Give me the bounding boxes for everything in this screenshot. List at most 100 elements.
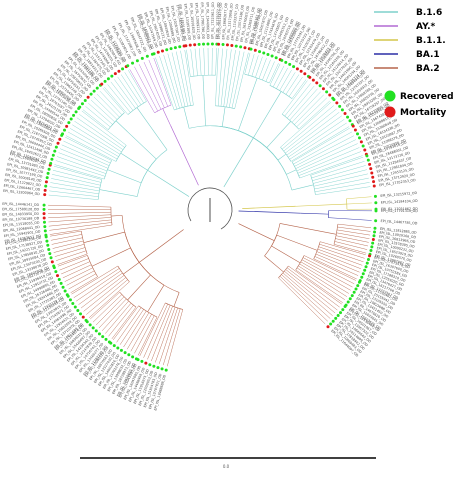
tip-branch xyxy=(191,49,194,76)
clade-arc xyxy=(264,241,274,256)
mortality-dot xyxy=(43,193,46,196)
tip-label: EPI_ISL_13215972_OD xyxy=(380,191,417,198)
recovered-dot xyxy=(107,77,110,80)
recovered-dot xyxy=(101,335,104,338)
mortality-dot xyxy=(254,49,257,52)
mortality-dot xyxy=(43,212,46,215)
tip-branch xyxy=(53,241,84,249)
mortality-dot xyxy=(372,238,375,241)
recovered-dot xyxy=(288,63,291,66)
tip-branch xyxy=(215,48,218,106)
mortality-dot xyxy=(58,138,61,141)
tip-branch xyxy=(281,275,330,319)
recovered-dot xyxy=(121,67,124,70)
recovered-dot xyxy=(63,129,66,132)
subclade-stem xyxy=(280,223,336,234)
tip-branch xyxy=(298,147,360,173)
recovered-dot xyxy=(365,154,368,157)
recovered-dot xyxy=(222,43,225,46)
tip-label: EPI_ISL_13440663_OD xyxy=(205,2,209,39)
subclade-stem xyxy=(222,107,225,127)
mortality-dot xyxy=(144,362,147,365)
tip-branch xyxy=(259,58,267,78)
mortality-dot xyxy=(300,70,303,73)
recovered-dot xyxy=(140,360,143,363)
tip-branch xyxy=(48,215,111,218)
tip-branch xyxy=(59,153,107,171)
mortality-dot xyxy=(82,316,85,319)
recovered-dot xyxy=(89,323,92,326)
mortality-dot xyxy=(363,149,366,152)
clade-arc xyxy=(253,138,286,175)
clade-arc xyxy=(238,131,253,138)
recovered-dot xyxy=(374,219,377,222)
mortality-dot xyxy=(372,180,375,183)
mortality-dot xyxy=(368,163,371,166)
tip-branch xyxy=(139,64,161,109)
recovered-dot xyxy=(362,144,365,147)
recovered-dot xyxy=(165,369,168,372)
recovered-dot xyxy=(131,62,134,65)
recovered-dot xyxy=(66,293,69,296)
recovered-dot xyxy=(49,162,52,165)
recovered-dot xyxy=(332,320,335,323)
recovered-dot xyxy=(341,308,344,311)
tip-branch xyxy=(56,161,105,177)
recovered-dot xyxy=(258,50,261,53)
subclade-stem xyxy=(292,185,314,190)
tip-branch xyxy=(75,121,122,152)
clade-arc xyxy=(137,170,147,196)
tip-label: EPI_ISL_14446141_OD xyxy=(2,202,39,207)
clade-arc xyxy=(148,150,167,170)
recovered-dot xyxy=(338,105,341,108)
recovered-dot xyxy=(127,353,130,356)
tip-branch xyxy=(56,251,86,261)
recovered-dot xyxy=(46,176,49,179)
recovered-dot xyxy=(55,146,58,149)
recovered-dot xyxy=(43,208,46,211)
recovered-dot xyxy=(351,294,354,297)
tip-branch xyxy=(287,116,342,155)
recovered-dot xyxy=(198,43,201,46)
tip-branch xyxy=(62,145,109,166)
recovered-dot xyxy=(69,298,72,301)
recovered-dot xyxy=(85,319,88,322)
tip-branch xyxy=(328,218,371,221)
recovered-dot xyxy=(47,248,50,251)
mortality-dot xyxy=(217,43,220,46)
recovered-dot xyxy=(367,159,370,162)
recovered-dot xyxy=(349,297,352,300)
recovered-dot xyxy=(81,102,84,105)
legend-label: Recovered xyxy=(400,92,454,102)
recovered-dot xyxy=(46,244,49,247)
subclade-stem xyxy=(296,204,347,206)
recovered-dot xyxy=(75,110,78,113)
tip-branch xyxy=(72,266,118,294)
tip-branch xyxy=(282,106,334,150)
tip-branch xyxy=(335,239,368,246)
recovered-dot xyxy=(165,48,168,51)
recovered-dot xyxy=(84,99,87,102)
recovered-dot xyxy=(43,221,46,224)
recovered-dot xyxy=(108,341,111,344)
subclade-stem xyxy=(163,109,171,126)
mortality-dot xyxy=(157,51,160,54)
tip-label: EPI_ISL_14184104_OD xyxy=(381,199,418,205)
tip-branch xyxy=(54,244,84,252)
recovered-dot xyxy=(136,59,139,62)
recovered-dot xyxy=(79,312,82,315)
mortality-dot xyxy=(114,72,117,75)
mortality-dot xyxy=(352,125,355,128)
subclade-stem xyxy=(100,190,138,197)
tip-branch xyxy=(140,303,166,356)
mortality-dot xyxy=(56,274,59,277)
subclade-stem xyxy=(264,256,283,272)
clade-arc xyxy=(125,232,139,262)
mortality-dot xyxy=(370,171,373,174)
subclade-stem xyxy=(203,75,206,126)
legend-dot xyxy=(385,91,396,102)
tip-branch xyxy=(147,305,170,359)
mortality-dot xyxy=(44,189,47,192)
subclade-stem xyxy=(174,292,179,306)
tip-branch xyxy=(288,266,341,304)
